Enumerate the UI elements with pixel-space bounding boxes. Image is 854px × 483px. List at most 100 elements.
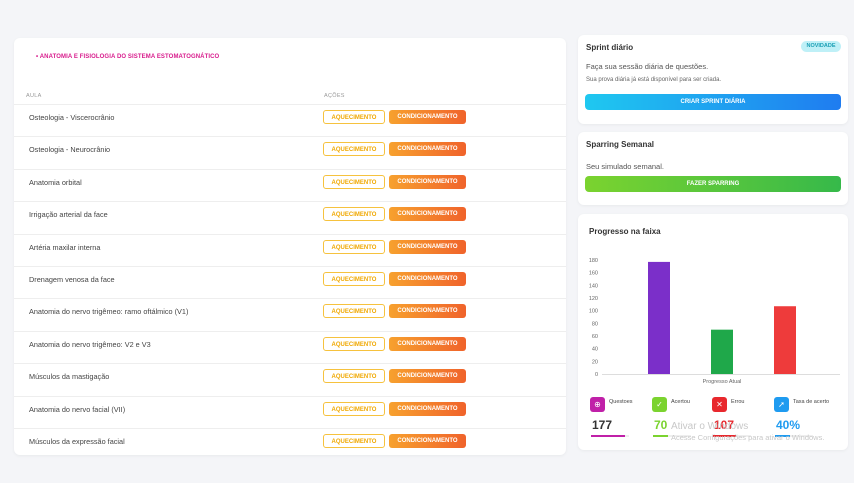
- y-tick-label: 160: [589, 271, 598, 277]
- sprint-title: Sprint diário: [586, 43, 634, 52]
- lesson-title: Anatomia do nervo trigêmeo: ramo oftálmi…: [29, 307, 189, 317]
- create-sprint-button[interactable]: CRIAR SPRINT DIÁRIA: [585, 94, 841, 110]
- table-row: Drenagem venosa da face AQUECIMENTO CONDIC…: [14, 265, 566, 298]
- table-row: Músculos da expressão facial AQUECIMENTO C…: [14, 427, 566, 455]
- progress-stats: ⊕ Questoes 177 ✓ Acertou 70 ✕ Errou 107 ➚ Taxa de …: [590, 397, 840, 447]
- column-header-acoes: AÇÕES: [324, 93, 345, 99]
- rocket-icon: ➚: [774, 397, 789, 412]
- check-icon: ✓: [652, 397, 667, 412]
- stat-value: 70: [654, 418, 668, 432]
- sprint-card: Sprint diário NOVIDADE Faça sua sessão d…: [578, 35, 848, 124]
- stat-progress-bar: [591, 435, 629, 437]
- aquecimento-button[interactable]: AQUECIMENTO: [323, 271, 385, 286]
- column-header-aula: AULA: [26, 93, 42, 99]
- lesson-title: Anatomia orbital: [29, 177, 82, 187]
- aquecimento-button[interactable]: AQUECIMENTO: [323, 336, 385, 351]
- lesson-title: Osteologia - Viscerocrânio: [29, 113, 115, 122]
- progress-title: Progresso na faixa: [589, 227, 661, 236]
- stat-label: Errou: [731, 399, 745, 405]
- bar-questoes: [648, 261, 670, 374]
- question-icon: ⊕: [590, 397, 605, 412]
- table-row: Anatomia do nervo facial (VII) AQUECIMENT…: [14, 395, 566, 428]
- sprint-note: Sua prova diária já está disponível para…: [586, 77, 722, 83]
- windows-activation-watermark: Ativar o Windows Acesse Configurações pa…: [671, 421, 824, 442]
- table-row: Anatomia do nervo trigêmeo: ramo oftálmi…: [14, 298, 566, 330]
- top-bar: [0, 0, 854, 30]
- condicionamento-button[interactable]: CONDICIONAMENTO: [389, 401, 466, 416]
- aquecimento-button[interactable]: AQUECIMENTO: [323, 174, 385, 189]
- y-tick-label: 20: [592, 359, 598, 365]
- aquecimento-button[interactable]: AQUECIMENTO: [323, 433, 385, 448]
- watermark-title: Ativar o Windows: [671, 421, 749, 432]
- stat-2: ✕ Errou 107: [712, 397, 772, 447]
- lesson-title: Anatomia do nervo trigêmeo: V2 e V3: [29, 339, 151, 349]
- aquecimento-button[interactable]: AQUECIMENTO: [323, 239, 385, 254]
- lesson-title: Drenagem venosa da face: [29, 274, 115, 284]
- aquecimento-button[interactable]: AQUECIMENTO: [323, 207, 385, 222]
- table-row: Osteologia - Viscerocrânio AQUECIMENTO CON…: [14, 104, 566, 136]
- table-row: Osteologia - Neurocrânio AQUECIMENTO CONDI…: [14, 136, 566, 168]
- y-tick-label: 0: [595, 372, 598, 378]
- lesson-title: Artéria maxilar interna: [29, 242, 101, 252]
- sparring-subtitle: Seu simulado semanal.: [586, 162, 664, 171]
- stat-value: 40%: [776, 418, 801, 432]
- x-icon: ✕: [712, 397, 727, 412]
- condicionamento-button[interactable]: CONDICIONAMENTO: [389, 174, 466, 189]
- table-row: Artéria maxilar interna AQUECIMENTO CONDIC…: [14, 233, 566, 266]
- condicionamento-button[interactable]: CONDICIONAMENTO: [389, 336, 466, 351]
- sparring-card: Sparring Semanal Seu simulado semanal. F…: [578, 132, 848, 205]
- x-category-label: Progresso Atual: [703, 379, 742, 385]
- aquecimento-button[interactable]: AQUECIMENTO: [323, 110, 385, 124]
- condicionamento-button[interactable]: CONDICIONAMENTO: [389, 142, 466, 157]
- condicionamento-button[interactable]: CONDICIONAMENTO: [389, 110, 466, 124]
- stat-3: ➚ Taxa de acerto 40%: [774, 397, 834, 447]
- y-tick-label: 40: [592, 347, 598, 353]
- condicionamento-button[interactable]: CONDICIONAMENTO: [389, 239, 466, 254]
- lessons-card: • ANATOMIA E FISIOLOGIA DO SISTEMA ESTOM…: [14, 38, 566, 455]
- lesson-title: Osteologia - Neurocrânio: [29, 145, 111, 155]
- stat-label: Taxa de acerto: [793, 399, 830, 405]
- lessons-table: Osteologia - Viscerocrânio AQUECIMENTO CON…: [14, 104, 566, 455]
- y-tick-label: 180: [589, 258, 598, 264]
- sparring-title: Sparring Semanal: [586, 140, 655, 149]
- bar-errou: [774, 306, 796, 374]
- table-row: Anatomia orbital AQUECIMENTO CONDICIONAMEN…: [14, 168, 566, 201]
- lesson-title: Anatomia do nervo facial (VII): [29, 404, 126, 414]
- stat-label: Questoes: [609, 399, 633, 405]
- aquecimento-button[interactable]: AQUECIMENTO: [323, 304, 385, 319]
- bar-acertou: [711, 329, 733, 374]
- breadcrumb[interactable]: • ANATOMIA E FISIOLOGIA DO SISTEMA ESTOM…: [36, 54, 220, 60]
- stat-progress-bar: [653, 435, 691, 437]
- lesson-title: Irrigação arterial da face: [29, 210, 108, 220]
- aquecimento-button[interactable]: AQUECIMENTO: [323, 401, 385, 416]
- condicionamento-button[interactable]: CONDICIONAMENTO: [389, 369, 466, 384]
- aquecimento-button[interactable]: AQUECIMENTO: [323, 142, 385, 157]
- y-tick-label: 120: [589, 296, 598, 302]
- table-row: Músculos da mastigação AQUECIMENTO CONDICI…: [14, 363, 566, 395]
- y-tick-label: 60: [592, 334, 598, 340]
- condicionamento-button[interactable]: CONDICIONAMENTO: [389, 433, 466, 448]
- stat-1: ✓ Acertou 70: [652, 397, 712, 447]
- stat-label: Acertou: [671, 399, 690, 405]
- y-tick-label: 140: [589, 283, 598, 289]
- table-row: Irrigação arterial da face AQUECIMENTO CON…: [14, 201, 566, 233]
- stat-progress-bar: [775, 435, 813, 437]
- condicionamento-button[interactable]: CONDICIONAMENTO: [389, 271, 466, 286]
- sprint-subtitle: Faça sua sessão diária de questões.: [586, 62, 709, 71]
- do-sparring-button[interactable]: FAZER SPARRING: [585, 176, 841, 192]
- condicionamento-button[interactable]: CONDICIONAMENTO: [389, 207, 466, 222]
- lesson-title: Músculos da expressão facial: [29, 436, 125, 446]
- y-tick-label: 80: [592, 321, 598, 327]
- lesson-title: Músculos da mastigação: [29, 372, 110, 382]
- table-row: Anatomia do nervo trigêmeo: V2 e V3 AQUEC…: [14, 330, 566, 363]
- progress-chart: 0 20 40 60 80 100 120 140 160 180 Progresso Atual: [589, 258, 840, 385]
- stat-value: 177: [592, 418, 613, 432]
- stat-progress-bar: [713, 435, 751, 437]
- stat-0: ⊕ Questoes 177: [590, 397, 650, 447]
- stat-value: 107: [714, 418, 735, 432]
- aquecimento-button[interactable]: AQUECIMENTO: [323, 369, 385, 384]
- y-tick-label: 100: [589, 309, 598, 315]
- progress-card: Progresso na faixa 0 20 40 60 80 100 120 140 160…: [578, 214, 848, 450]
- condicionamento-button[interactable]: CONDICIONAMENTO: [389, 304, 466, 319]
- watermark-text: Acesse Configurações para ativar o Windo…: [671, 433, 825, 442]
